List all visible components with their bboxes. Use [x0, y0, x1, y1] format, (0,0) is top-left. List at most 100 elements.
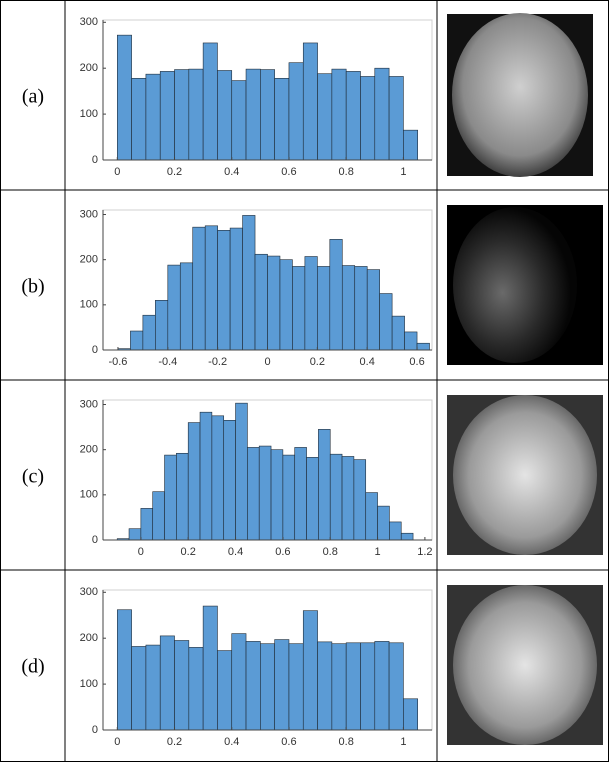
panel-label: (a)	[22, 86, 44, 108]
bar	[341, 265, 356, 351]
y-tick-label: 300	[80, 586, 98, 598]
bar	[142, 314, 156, 351]
bar	[302, 42, 318, 161]
bar	[360, 642, 376, 731]
bar	[288, 643, 304, 731]
bar	[202, 605, 218, 731]
bar	[155, 300, 169, 351]
bar	[274, 639, 290, 731]
bar	[391, 315, 405, 351]
y-tick-label: 200	[80, 62, 98, 74]
bar	[304, 256, 318, 351]
bar	[152, 491, 165, 541]
bar	[374, 641, 390, 731]
bar	[341, 456, 355, 541]
x-tick-label: -0.6	[108, 356, 127, 368]
bar	[366, 269, 380, 351]
bar	[260, 643, 275, 731]
y-tick-label: 0	[92, 154, 98, 166]
bar	[318, 429, 331, 541]
x-tick-label: -0.4	[158, 356, 177, 368]
y-tick-label: 300	[80, 398, 98, 410]
bar	[354, 266, 368, 351]
y-tick-label: 200	[80, 254, 98, 266]
bar	[231, 80, 247, 161]
y-tick-label: 100	[80, 299, 98, 311]
bar	[131, 77, 147, 161]
bar	[345, 71, 361, 161]
bar	[317, 641, 333, 731]
bar	[217, 70, 233, 161]
bar	[245, 641, 261, 731]
x-tick-label: 0.2	[181, 546, 196, 558]
face-images	[447, 13, 603, 745]
bar	[229, 227, 243, 351]
bar	[400, 532, 414, 541]
bar	[188, 68, 204, 161]
bar	[258, 445, 272, 541]
x-tick-label: -0.2	[208, 356, 227, 368]
bar	[199, 411, 213, 541]
bar	[145, 644, 161, 731]
bar	[176, 452, 189, 541]
x-tick-label: 0.2	[167, 736, 182, 748]
bar	[188, 647, 204, 731]
y-tick-label: 200	[80, 632, 98, 644]
y-tick-label: 200	[80, 444, 98, 456]
bar	[404, 331, 418, 351]
x-tick-label: 0.4	[228, 546, 243, 558]
x-tick-label: 0.8	[339, 736, 354, 748]
panel-label: (d)	[21, 656, 44, 678]
bar	[331, 643, 347, 731]
x-tick-label: 0.2	[310, 356, 325, 368]
bar	[379, 293, 393, 351]
bar	[217, 650, 233, 731]
bar	[217, 230, 231, 351]
bar	[329, 239, 343, 351]
x-tick-label: 0.4	[360, 356, 375, 368]
bar	[254, 253, 268, 351]
bar	[211, 415, 225, 541]
bar	[294, 447, 307, 541]
bar	[329, 453, 343, 541]
y-tick-label: 100	[80, 108, 98, 120]
bar	[247, 447, 260, 541]
bar	[274, 77, 290, 161]
bar	[353, 459, 367, 541]
bar	[345, 642, 361, 731]
bar	[403, 698, 418, 731]
bar	[159, 635, 175, 731]
bar	[187, 422, 201, 541]
y-tick-label: 100	[80, 489, 98, 501]
bar	[145, 73, 161, 161]
bar	[117, 34, 132, 161]
bar	[302, 610, 318, 731]
x-tick-label: 0	[114, 736, 120, 748]
bar	[388, 76, 404, 161]
bar	[306, 457, 319, 541]
bar	[131, 646, 147, 731]
x-tick-label: 0.8	[323, 546, 338, 558]
x-tick-label: 1.2	[417, 546, 432, 558]
bar	[179, 262, 194, 351]
bar	[204, 225, 218, 351]
x-tick-label: 0.4	[224, 166, 239, 178]
bar	[388, 642, 404, 731]
bar	[223, 420, 236, 541]
bar	[202, 42, 218, 161]
x-tick-label: 0	[264, 356, 270, 368]
bar	[403, 129, 418, 161]
bar	[270, 449, 284, 541]
bar	[128, 528, 142, 541]
bar	[164, 454, 177, 541]
bar	[416, 342, 430, 351]
bar	[365, 492, 378, 541]
x-tick-label: 1	[374, 546, 380, 558]
panel-label: (c)	[22, 466, 44, 488]
x-tick-label: 1	[400, 736, 406, 748]
bar	[167, 264, 181, 351]
bar	[117, 609, 132, 731]
y-tick-label: 0	[92, 534, 98, 546]
bar	[331, 68, 347, 161]
